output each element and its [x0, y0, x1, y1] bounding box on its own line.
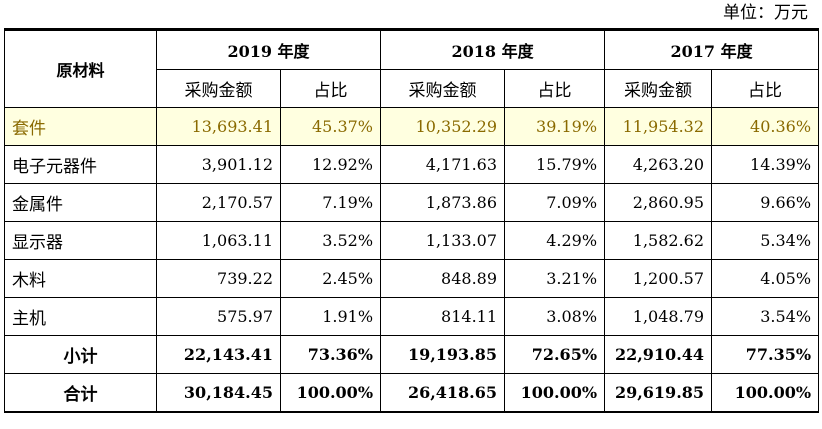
amount-2018: 814.11 [380, 297, 506, 336]
table-row: 显示器 1,063.11 3.52% 1,133.07 4.29% 1,582.… [4, 221, 820, 260]
row-name: 电子元器件 [4, 145, 157, 184]
ratio-2019: 100.00% [279, 373, 382, 413]
row-name: 小计 [4, 335, 157, 374]
amount-2019: 739.22 [156, 259, 281, 298]
material-header: 原材料 [4, 28, 157, 108]
unit-label: 单位：万元 [723, 3, 808, 23]
table-row: 主机 575.97 1.91% 814.11 3.08% 1,048.79 3.… [4, 297, 820, 336]
year-header-2018: 2018 年度 [380, 28, 606, 70]
ratio-2017: 9.66% [711, 183, 820, 222]
amount-2017: 1,048.79 [604, 297, 713, 336]
table-row: 电子元器件 3,901.12 12.92% 4,171.63 15.79% 4,… [4, 145, 820, 184]
amount-2019: 2,170.57 [156, 183, 281, 222]
amount-2018: 848.89 [380, 259, 506, 298]
ratio-2018: 3.08% [504, 297, 606, 336]
procurement-table: 原材料 2019 年度 2018 年度 2017 年度 采购金额 占比 采购金额… [4, 28, 820, 413]
amount-2019: 22,143.41 [156, 335, 281, 374]
year-header-2019: 2019 年度 [155, 28, 382, 70]
ratio-2017: 40.36% [711, 107, 820, 146]
amount-header: 采购金额 [380, 69, 506, 108]
header-row-years: 原材料 2019 年度 2018 年度 2017 年度 [4, 28, 820, 108]
ratio-header: 占比 [504, 69, 606, 108]
amount-2017: 1,582.62 [604, 221, 713, 260]
amount-2018: 4,171.63 [380, 145, 506, 184]
amount-2017: 22,910.44 [604, 335, 713, 374]
ratio-2018: 100.00% [504, 373, 606, 413]
ratio-2019: 3.52% [279, 221, 382, 260]
total-row: 合计 30,184.45 100.00% 26,418.65 100.00% 2… [4, 373, 820, 413]
ratio-2019: 2.45% [279, 259, 382, 298]
ratio-2018: 39.19% [504, 107, 606, 146]
amount-2018: 1,133.07 [380, 221, 506, 260]
ratio-header: 占比 [279, 69, 382, 108]
ratio-2019: 7.19% [279, 183, 382, 222]
ratio-2019: 12.92% [279, 145, 382, 184]
row-name: 套件 [4, 107, 157, 146]
ratio-2019: 73.36% [279, 335, 382, 374]
ratio-2017: 77.35% [711, 335, 820, 374]
row-name: 合计 [4, 373, 157, 413]
ratio-2017: 5.34% [711, 221, 820, 260]
table-row: 套件 13,693.41 45.37% 10,352.29 39.19% 11,… [4, 107, 820, 146]
amount-2017: 11,954.32 [604, 107, 713, 146]
ratio-2017: 14.39% [711, 145, 820, 184]
ratio-2018: 3.21% [504, 259, 606, 298]
amount-2019: 575.97 [156, 297, 281, 336]
ratio-2017: 4.05% [711, 259, 820, 298]
amount-2019: 30,184.45 [156, 373, 281, 413]
table-row: 金属件 2,170.57 7.19% 1,873.86 7.09% 2,860.… [4, 183, 820, 222]
amount-2018: 26,418.65 [380, 373, 506, 413]
ratio-2018: 4.29% [504, 221, 606, 260]
amount-2017: 4,263.20 [604, 145, 713, 184]
ratio-2019: 45.37% [279, 107, 382, 146]
amount-2019: 13,693.41 [156, 107, 281, 146]
amount-header: 采购金额 [604, 69, 713, 108]
ratio-2018: 15.79% [504, 145, 606, 184]
amount-2017: 29,619.85 [604, 373, 713, 413]
amount-2018: 1,873.86 [380, 183, 506, 222]
amount-2017: 2,860.95 [604, 183, 713, 222]
ratio-2019: 1.91% [279, 297, 382, 336]
amount-2019: 1,063.11 [156, 221, 281, 260]
amount-2018: 19,193.85 [380, 335, 506, 374]
header-row-columns: 采购金额 占比 采购金额 占比 采购金额 占比 [5, 69, 820, 108]
row-name: 金属件 [4, 183, 157, 222]
row-name: 木料 [4, 259, 157, 298]
row-name: 显示器 [4, 221, 157, 260]
ratio-2017: 3.54% [711, 297, 820, 336]
table-row: 木料 739.22 2.45% 848.89 3.21% 1,200.57 4.… [4, 259, 820, 298]
subtotal-row: 小计 22,143.41 73.36% 19,193.85 72.65% 22,… [4, 335, 820, 374]
ratio-2018: 7.09% [504, 183, 606, 222]
ratio-2018: 72.65% [504, 335, 606, 374]
amount-2018: 10,352.29 [380, 107, 506, 146]
amount-header: 采购金额 [156, 69, 281, 108]
ratio-header: 占比 [711, 69, 820, 108]
amount-2017: 1,200.57 [604, 259, 713, 298]
amount-2019: 3,901.12 [156, 145, 281, 184]
row-name: 主机 [4, 297, 157, 336]
ratio-2017: 100.00% [711, 373, 820, 413]
year-header-2017: 2017 年度 [604, 28, 820, 70]
